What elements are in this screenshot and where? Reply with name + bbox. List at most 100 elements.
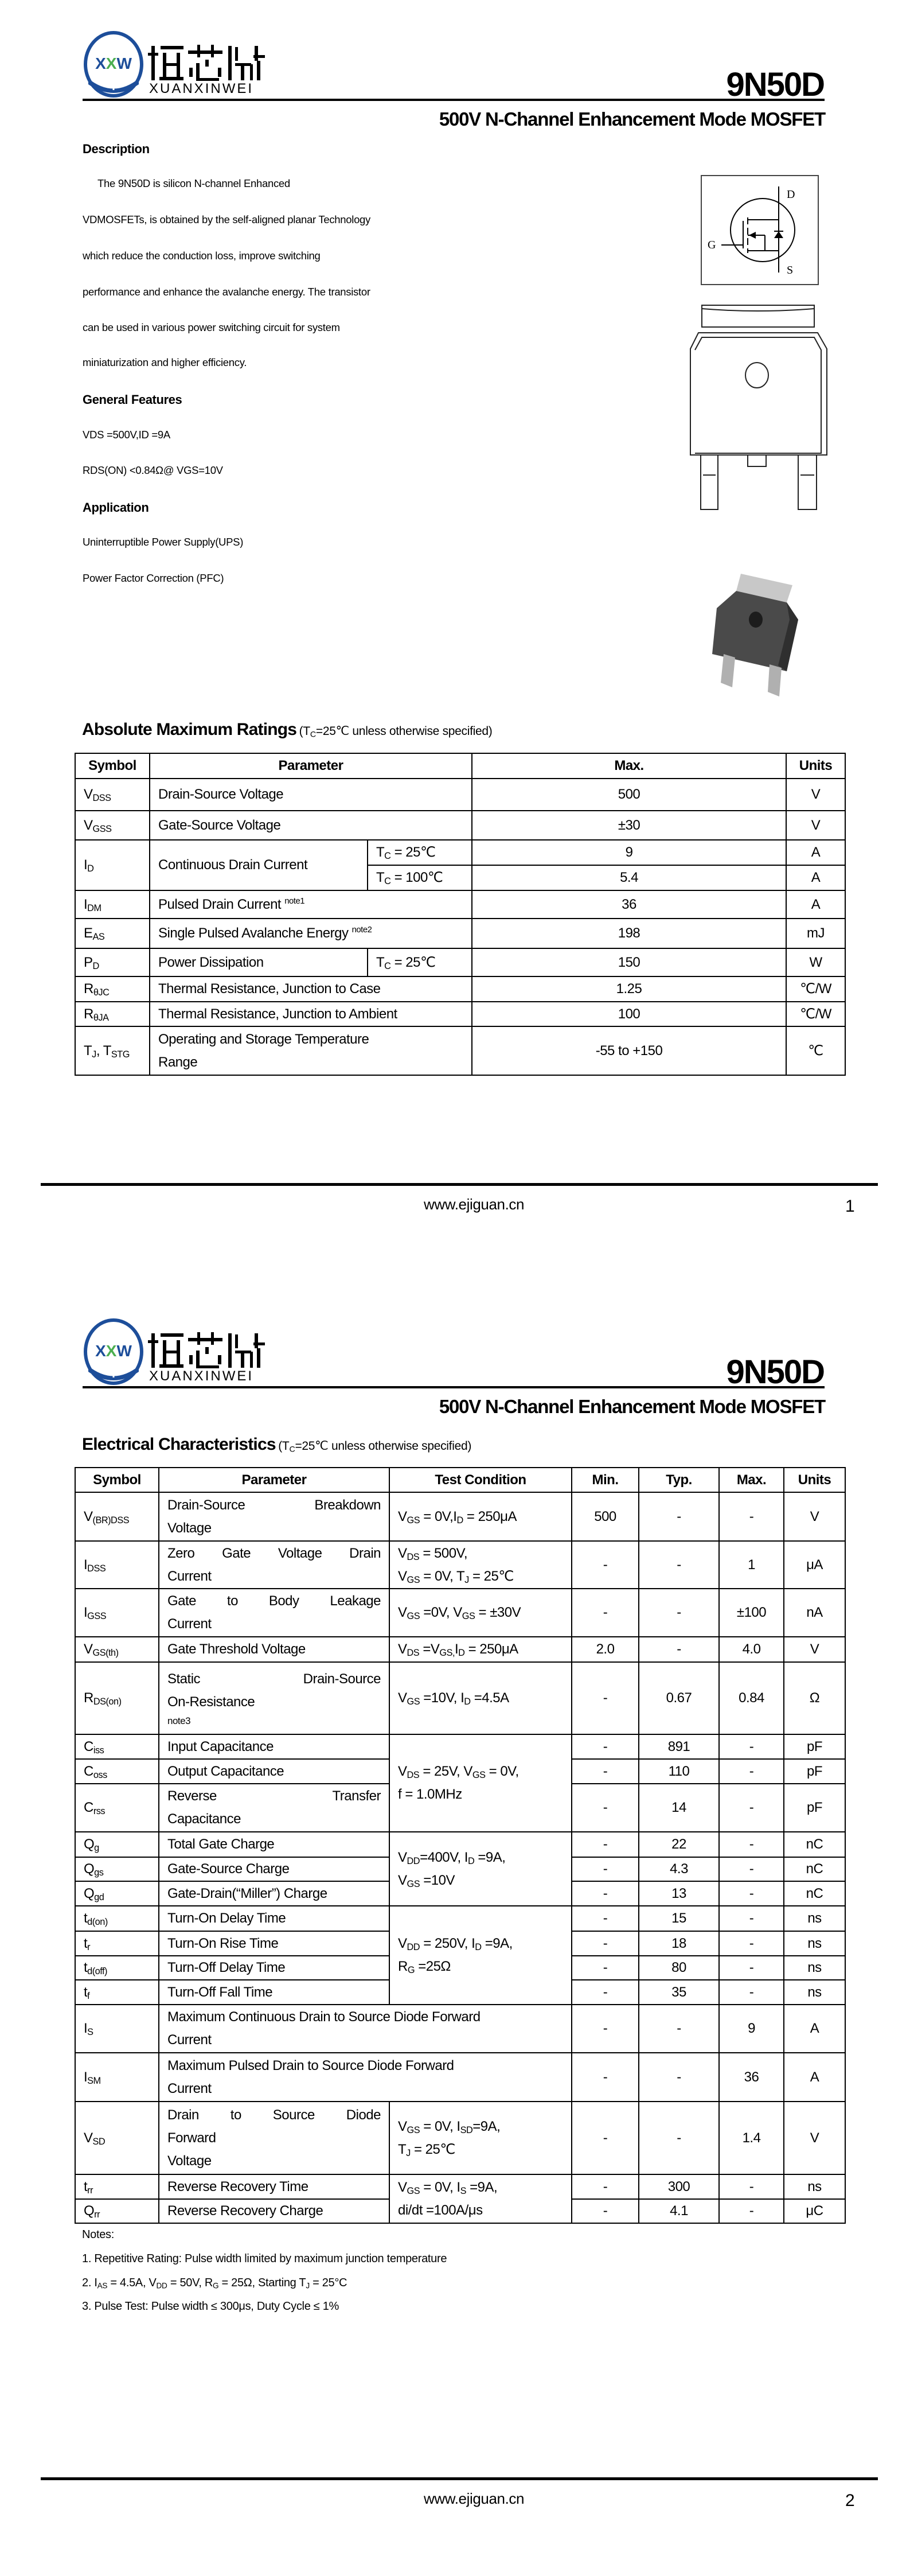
cell-min: - (571, 1955, 639, 1980)
cell-typ: 18 (638, 1931, 720, 1956)
cell-parameter: Static Drain-Source On-Resistance note3 (158, 1661, 390, 1735)
cell-condition: VGS = 0V,ID = 250μA (389, 1492, 572, 1542)
table-row: V(BR)DSS Drain-Source Breakdown Voltage VGS… (75, 1492, 846, 1542)
cell-max: 500 (471, 778, 787, 811)
cell-min: - (571, 1905, 639, 1932)
cell-typ: 13 (638, 1881, 720, 1906)
cell-min: - (571, 1661, 639, 1735)
cell-min: - (571, 2198, 639, 2224)
cell-typ: - (638, 1540, 720, 1589)
cell-typ: - (638, 1492, 720, 1542)
abs-max-condition: (TC=25℃ unless otherwise specified) (299, 725, 493, 740)
table-row: trr Reverse Recovery Time VGS = 0V, IS =9A… (75, 2174, 846, 2224)
absolute-maximum-ratings-table: Symbol Parameter Max. Units VDSS Drain-Source… (75, 753, 846, 1076)
table-row: td(on) Turn-On Delay Time VDD = 250V, ID =… (75, 1905, 846, 2005)
cell-max: 1.25 (471, 976, 787, 1002)
table-row: VSD Drain to Source Diode Forward Voltage VG… (75, 2101, 846, 2175)
cell-symbol: VGSS (75, 810, 150, 840)
cell-parameter: Total Gate Charge (158, 1831, 390, 1858)
page-number: 1 (845, 1197, 855, 1216)
header-max: Max. (718, 1467, 784, 1493)
cell-max: - (718, 1758, 784, 1784)
cell-symbol: Qgd (75, 1881, 159, 1906)
cell-symbol: IDSS (75, 1540, 159, 1589)
cell-max: - (718, 1931, 784, 1956)
cell-unit: A (786, 865, 846, 891)
cell-symbol: IS (75, 2004, 159, 2053)
cell-parameter: Turn-On Delay Time (158, 1905, 390, 1932)
description-line: which reduce the conduction loss, improv… (83, 250, 321, 262)
cell-max: - (718, 1979, 784, 2005)
table-row: RDS(on) Static Drain-Source On-Resistance n… (75, 1661, 846, 1735)
cell-symbol: EAS (75, 918, 150, 949)
elec-condition: (TC=25℃ unless otherwise specified) (278, 1439, 472, 1454)
cell-max: 0.84 (718, 1661, 784, 1735)
cell-max: 1.4 (718, 2101, 784, 2175)
cell-min: - (571, 1588, 639, 1637)
cell-typ: 891 (638, 1734, 720, 1760)
application-item: Uninterruptible Power Supply(UPS) (83, 536, 244, 548)
cell-symbol: V(BR)DSS (75, 1492, 159, 1542)
cell-max: 9 (718, 2004, 784, 2053)
brand-en-text: XUANXINWEI (149, 1368, 253, 1384)
table-row: Qrr Reverse Recovery Charge -4.1- μC (75, 2198, 846, 2224)
cell-unit: ℃ (786, 1026, 846, 1076)
cell-unit: μC (783, 2198, 846, 2224)
cell-typ: 80 (638, 1955, 720, 1980)
cell-max: - (718, 1492, 784, 1542)
cell-min: - (571, 1931, 639, 1956)
header-typ: Typ. (638, 1467, 720, 1493)
cell-parameter: Operating and Storage Temperature Range (149, 1026, 473, 1076)
cell-condition: TC = 25℃ (366, 948, 473, 977)
cell-symbol: VSD (75, 2101, 159, 2175)
cell-symbol: VDSS (75, 778, 150, 811)
feature-item: RDS(ON) <0.84Ω@ VGS=10V (83, 464, 223, 476)
cell-typ: - (638, 1636, 720, 1663)
table-header-row: Symbol Parameter Max. Units (75, 753, 846, 779)
cell-typ: 4.1 (638, 2198, 720, 2224)
cell-max: ±100 (718, 1588, 784, 1637)
table-row: Qg Total Gate Charge VDD=400V, ID =9A, VGS … (75, 1831, 846, 1906)
cell-condition: VDD = 250V, ID =9A, RG =25Ω (389, 1905, 572, 2005)
cell-unit: ns (783, 1931, 846, 1956)
cell-symbol: Coss (75, 1758, 159, 1784)
xxw-logo-icon: XXW XUANXINWEI (84, 1318, 265, 1385)
cell-typ: 15 (638, 1905, 720, 1932)
note-item: 3. Pulse Test: Pulse width ≤ 300μs, Duty… (82, 2300, 339, 2313)
table-row: TJ, TSTG Operating and Storage Temperatur… (75, 1026, 846, 1076)
table-row: Crss Reverse Transfer Capacitance -14- pF (75, 1783, 846, 1832)
cell-min: - (571, 1540, 639, 1589)
cell-max: 36 (471, 890, 787, 919)
cell-unit: A (786, 839, 846, 866)
cell-parameter: Gate to Body Leakage Current (158, 1588, 390, 1637)
footer-url[interactable]: www.ejiguan.cn (424, 1196, 525, 1213)
cell-unit: ns (783, 2174, 846, 2200)
cell-unit: mJ (786, 918, 846, 949)
cell-max: 100 (471, 1001, 787, 1027)
description-heading: Description (83, 142, 150, 156)
cell-typ: 14 (638, 1783, 720, 1832)
cell-parameter: Turn-Off Fall Time (158, 1979, 390, 2005)
header-rule (83, 1386, 825, 1388)
notes-heading: Notes: (82, 2228, 115, 2241)
cell-parameter: Input Capacitance (158, 1734, 390, 1760)
cell-min: - (571, 2101, 639, 2175)
header-units: Units (783, 1467, 846, 1493)
cell-symbol: td(off) (75, 1955, 159, 1980)
cell-unit: pF (783, 1758, 846, 1784)
cell-symbol: RθJC (75, 976, 150, 1002)
cell-max: 1 (718, 1540, 784, 1589)
footer-url[interactable]: www.ejiguan.cn (424, 2490, 525, 2507)
cell-parameter: Reverse Transfer Capacitance (158, 1783, 390, 1832)
cell-symbol: Crss (75, 1783, 159, 1832)
table-row: ID Continuous Drain Current TC = 25℃ 9 A (75, 839, 846, 891)
cell-max: -55 to +150 (471, 1026, 787, 1076)
table-row: RθJA Thermal Resistance, Junction to Ambi… (75, 1001, 846, 1027)
application-item: Power Factor Correction (PFC) (83, 572, 224, 584)
cell-typ: 35 (638, 1979, 720, 2005)
application-heading: Application (83, 500, 149, 515)
cell-parameter: Zero Gate Voltage Drain Current (158, 1540, 390, 1589)
cell-parameter: Pulsed Drain Current note1 (149, 890, 473, 919)
part-number: 9N50D (726, 1353, 825, 1391)
abs-max-heading: Absolute Maximum Ratings (82, 720, 297, 739)
